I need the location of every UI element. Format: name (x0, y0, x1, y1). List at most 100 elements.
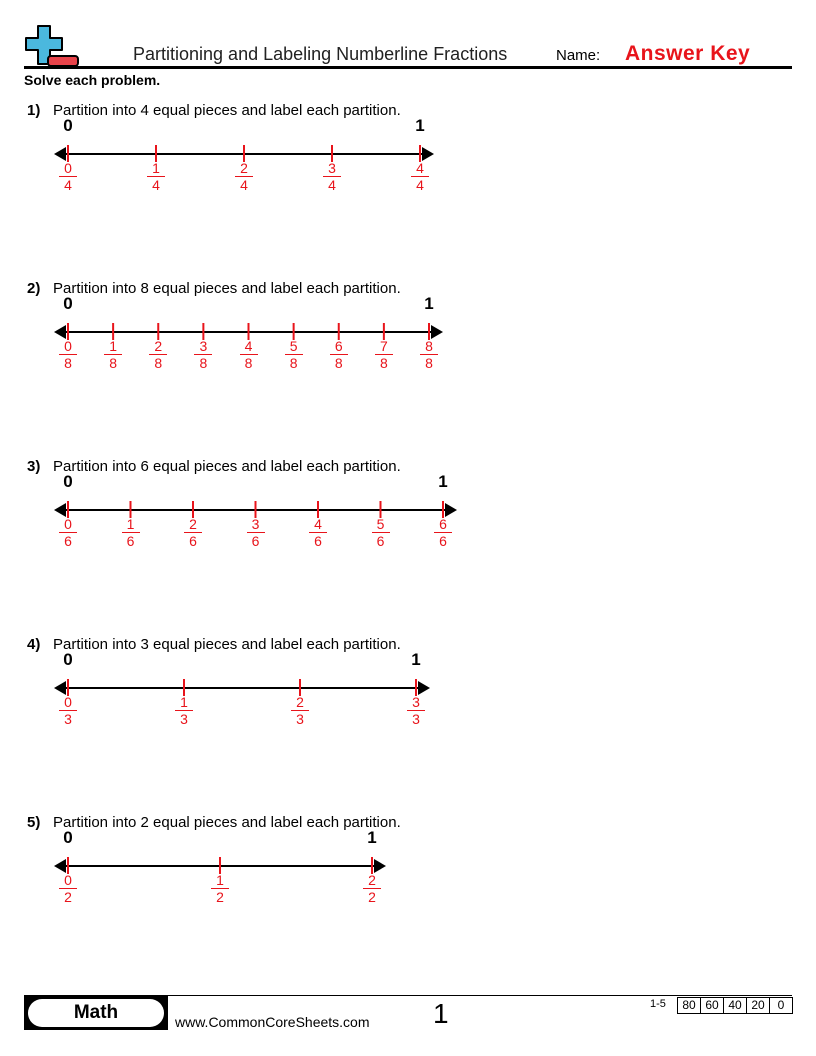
problem-number: 5) (27, 814, 41, 831)
right-arrow-icon (374, 859, 386, 873)
number-line (54, 679, 430, 696)
problem-number: 2) (27, 280, 41, 297)
right-arrow-icon (422, 147, 434, 161)
numerator: 6 (434, 516, 452, 533)
numerator: 4 (239, 338, 258, 355)
left-arrow-icon (54, 325, 66, 339)
left-arrow-icon (54, 147, 66, 161)
left-arrow-icon (54, 859, 66, 873)
denominator: 6 (189, 533, 197, 549)
right-arrow-icon (445, 503, 457, 517)
problem: 3) Partition into 6 equal pieces and labe… (0, 458, 816, 578)
denominator: 2 (216, 889, 224, 905)
numerator: 1 (121, 516, 140, 533)
denominator: 8 (244, 355, 253, 371)
denominator: 8 (289, 355, 298, 371)
denominator: 2 (64, 889, 72, 905)
numerator: 2 (184, 516, 202, 533)
numerator: 1 (211, 872, 229, 889)
numerator: 4 (309, 516, 327, 533)
denominator: 4 (64, 177, 72, 193)
denominator: 6 (64, 533, 72, 549)
numerator: 3 (194, 338, 213, 355)
problem-text: Partition into 4 equal pieces and label … (53, 102, 401, 119)
numerator: 0 (59, 160, 77, 177)
denominator: 8 (154, 355, 163, 371)
plus-minus-logo-icon (25, 25, 79, 67)
denominator: 6 (251, 533, 260, 549)
numerator: 1 (104, 338, 123, 355)
denominator: 3 (412, 711, 420, 727)
denominator: 3 (64, 711, 72, 727)
score-cell: 60 (700, 998, 723, 1013)
start-label: 0 (63, 294, 73, 313)
instructions: Solve each problem. (24, 72, 161, 88)
denominator: 8 (109, 355, 118, 371)
denominator: 4 (328, 177, 336, 193)
problem-text: Partition into 6 equal pieces and label … (53, 458, 401, 475)
numerator: 5 (371, 516, 390, 533)
left-arrow-icon (54, 503, 66, 517)
numerator: 2 (363, 872, 381, 889)
numerator: 3 (323, 160, 341, 177)
numerator: 8 (420, 338, 438, 355)
end-label: 1 (411, 650, 421, 669)
end-label: 1 (438, 472, 448, 491)
right-arrow-icon (418, 681, 430, 695)
score-cell: 20 (746, 998, 769, 1013)
denominator: 6 (126, 533, 135, 549)
numerator: 3 (407, 694, 425, 711)
number-line (54, 145, 434, 162)
end-label: 1 (424, 294, 434, 313)
problem: 5) Partition into 2 equal pieces and labe… (0, 814, 816, 934)
numerator: 2 (149, 338, 168, 355)
left-arrow-icon (54, 681, 66, 695)
denominator: 6 (439, 533, 447, 549)
problem-number: 3) (27, 458, 41, 475)
site-url: www.CommonCoreSheets.com (175, 1014, 370, 1030)
numerator: 5 (284, 338, 303, 355)
name-label: Name: (556, 47, 601, 64)
name-value: Answer Key (625, 42, 751, 65)
denominator: 8 (199, 355, 208, 371)
denominator: 4 (152, 177, 160, 193)
denominator: 4 (240, 177, 248, 193)
subject-label: Math (28, 999, 164, 1027)
number-line (54, 323, 443, 340)
problem-text: Partition into 2 equal pieces and label … (53, 814, 401, 831)
denominator: 8 (379, 355, 388, 371)
right-arrow-icon (431, 325, 443, 339)
numerator: 6 (329, 338, 348, 355)
numerator: 2 (235, 160, 253, 177)
header-divider (24, 66, 792, 69)
numerator: 2 (291, 694, 309, 711)
number-line (54, 857, 386, 874)
start-label: 0 (63, 116, 73, 135)
problem: 2) Partition into 8 equal pieces and labe… (0, 280, 816, 400)
denominator: 8 (64, 355, 72, 371)
denominator: 8 (334, 355, 343, 371)
start-label: 0 (63, 472, 73, 491)
numerator: 0 (59, 872, 77, 889)
